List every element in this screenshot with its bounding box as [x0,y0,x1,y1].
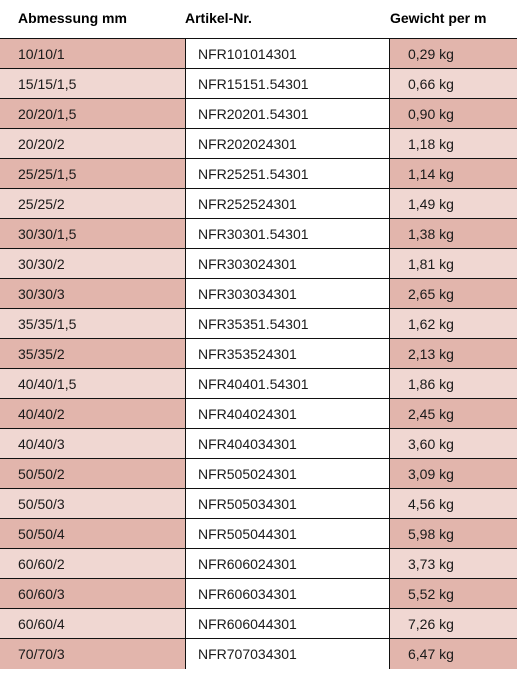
cell-gewicht: 1,49 kg [390,189,517,218]
cell-abmessung: 40/40/2 [0,399,185,428]
cell-abmessung: 50/50/2 [0,459,185,488]
table-row: 40/40/1,5NFR40401.543011,86 kg [0,369,517,399]
cell-gewicht: 3,73 kg [390,549,517,578]
table-row: 20/20/1,5NFR20201.543010,90 kg [0,99,517,129]
cell-abmessung: 50/50/4 [0,519,185,548]
cell-abmessung: 20/20/2 [0,129,185,158]
cell-gewicht: 2,65 kg [390,279,517,308]
cell-abmessung: 35/35/2 [0,339,185,368]
cell-artikelnr: NFR353524301 [185,339,390,368]
cell-artikelnr: NFR404024301 [185,399,390,428]
table-row: 60/60/2NFR6060243013,73 kg [0,549,517,579]
cell-abmessung: 25/25/1,5 [0,159,185,188]
cell-artikelnr: NFR606034301 [185,579,390,608]
table-row: 40/40/2NFR4040243012,45 kg [0,399,517,429]
cell-abmessung: 15/15/1,5 [0,69,185,98]
spec-table: Abmessung mm Artikel-Nr. Gewicht per m 1… [0,0,517,669]
table-row: 20/20/2NFR2020243011,18 kg [0,129,517,159]
cell-artikelnr: NFR252524301 [185,189,390,218]
cell-artikelnr: NFR20201.54301 [185,99,390,128]
cell-abmessung: 40/40/1,5 [0,369,185,398]
cell-gewicht: 0,90 kg [390,99,517,128]
cell-gewicht: 2,13 kg [390,339,517,368]
cell-gewicht: 1,14 kg [390,159,517,188]
cell-abmessung: 10/10/1 [0,39,185,68]
cell-gewicht: 0,66 kg [390,69,517,98]
cell-gewicht: 4,56 kg [390,489,517,518]
cell-abmessung: 70/70/3 [0,639,185,669]
table-row: 70/70/3NFR7070343016,47 kg [0,639,517,669]
header-gewicht: Gewicht per m [390,10,517,26]
cell-gewicht: 2,45 kg [390,399,517,428]
table-row: 25/25/2NFR2525243011,49 kg [0,189,517,219]
cell-artikelnr: NFR707034301 [185,639,390,669]
cell-artikelnr: NFR505044301 [185,519,390,548]
table-row: 60/60/4NFR6060443017,26 kg [0,609,517,639]
cell-artikelnr: NFR606044301 [185,609,390,638]
cell-artikelnr: NFR101014301 [185,39,390,68]
table-row: 50/50/4NFR5050443015,98 kg [0,519,517,549]
cell-gewicht: 5,52 kg [390,579,517,608]
cell-artikelnr: NFR303024301 [185,249,390,278]
cell-gewicht: 3,60 kg [390,429,517,458]
cell-gewicht: 3,09 kg [390,459,517,488]
cell-abmessung: 25/25/2 [0,189,185,218]
cell-gewicht: 1,38 kg [390,219,517,248]
table-body: 10/10/1NFR1010143010,29 kg15/15/1,5NFR15… [0,38,517,669]
cell-abmessung: 60/60/4 [0,609,185,638]
cell-gewicht: 1,18 kg [390,129,517,158]
cell-artikelnr: NFR25251.54301 [185,159,390,188]
table-row: 30/30/2NFR3030243011,81 kg [0,249,517,279]
table-row: 50/50/3NFR5050343014,56 kg [0,489,517,519]
table-row: 30/30/3NFR3030343012,65 kg [0,279,517,309]
cell-artikelnr: NFR404034301 [185,429,390,458]
cell-gewicht: 1,86 kg [390,369,517,398]
cell-abmessung: 20/20/1,5 [0,99,185,128]
cell-artikelnr: NFR505024301 [185,459,390,488]
table-row: 35/35/1,5NFR35351.543011,62 kg [0,309,517,339]
cell-abmessung: 40/40/3 [0,429,185,458]
cell-gewicht: 6,47 kg [390,639,517,669]
table-row: 50/50/2NFR5050243013,09 kg [0,459,517,489]
table-row: 10/10/1NFR1010143010,29 kg [0,39,517,69]
cell-artikelnr: NFR202024301 [185,129,390,158]
cell-artikelnr: NFR505034301 [185,489,390,518]
cell-gewicht: 7,26 kg [390,609,517,638]
cell-artikelnr: NFR40401.54301 [185,369,390,398]
table-row: 15/15/1,5NFR15151.543010,66 kg [0,69,517,99]
header-abmessung: Abmessung mm [0,10,185,26]
cell-abmessung: 60/60/3 [0,579,185,608]
cell-abmessung: 30/30/1,5 [0,219,185,248]
cell-gewicht: 1,81 kg [390,249,517,278]
cell-abmessung: 30/30/2 [0,249,185,278]
cell-abmessung: 35/35/1,5 [0,309,185,338]
table-row: 60/60/3NFR6060343015,52 kg [0,579,517,609]
cell-artikelnr: NFR606024301 [185,549,390,578]
cell-abmessung: 50/50/3 [0,489,185,518]
cell-gewicht: 0,29 kg [390,39,517,68]
header-artikelnr: Artikel-Nr. [185,10,390,26]
table-row: 25/25/1,5NFR25251.543011,14 kg [0,159,517,189]
table-header-row: Abmessung mm Artikel-Nr. Gewicht per m [0,0,517,38]
cell-abmessung: 30/30/3 [0,279,185,308]
table-row: 35/35/2NFR3535243012,13 kg [0,339,517,369]
cell-artikelnr: NFR303034301 [185,279,390,308]
cell-artikelnr: NFR35351.54301 [185,309,390,338]
cell-gewicht: 1,62 kg [390,309,517,338]
table-row: 40/40/3NFR4040343013,60 kg [0,429,517,459]
cell-abmessung: 60/60/2 [0,549,185,578]
cell-artikelnr: NFR15151.54301 [185,69,390,98]
table-row: 30/30/1,5NFR30301.543011,38 kg [0,219,517,249]
cell-artikelnr: NFR30301.54301 [185,219,390,248]
cell-gewicht: 5,98 kg [390,519,517,548]
